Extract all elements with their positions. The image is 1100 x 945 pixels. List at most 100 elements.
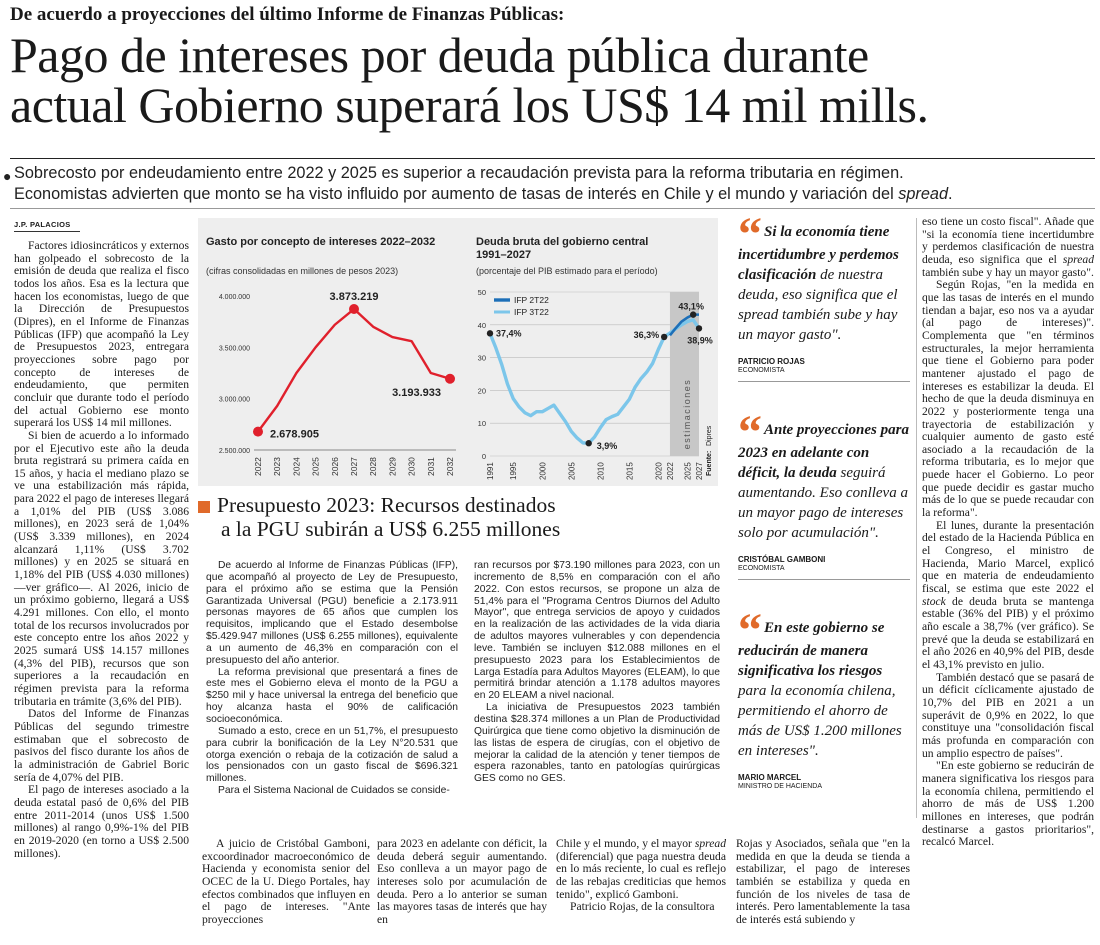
dek: ● Sobrecosto por endeudamiento entre 202… <box>3 163 1096 205</box>
paragraph: Según Rojas, "en la medida en que las ta… <box>922 278 1094 520</box>
sidebar-story-column-2: ran recursos por $73.190 millones para 2… <box>474 560 720 785</box>
data-label: 3.193.933 <box>392 387 441 399</box>
article-column-5: Rojas y Asociados, señala que "en la med… <box>736 837 910 927</box>
y-tick-label: 4.000.000 <box>219 294 250 301</box>
interest-chart: 4.000.000 3.500.000 3.000.000 2.500.0002022… <box>219 291 456 476</box>
article-column-4: Chile y el mundo, y el mayor spread (dif… <box>556 837 727 914</box>
data-point <box>349 304 359 315</box>
data-label: 3.873.219 <box>330 291 379 303</box>
divider <box>14 231 80 232</box>
y-tick-label: 10 <box>478 419 486 428</box>
x-tick-label: 2015 <box>625 462 634 480</box>
source-name: Dipres <box>706 425 713 446</box>
x-tick-label: 1991 <box>486 462 495 480</box>
data-label: 36,3% <box>634 330 660 340</box>
quote-author: MARIO MARCEL <box>738 773 802 782</box>
column-divider <box>916 218 917 818</box>
y-tick-label: 20 <box>478 386 486 395</box>
data-label: 2.678.905 <box>270 429 319 441</box>
legend-label: IFP 2T22 <box>514 295 549 305</box>
y-tick-label: 3.000.000 <box>219 397 250 404</box>
paragraph: Factores idiosincráticos y externos han … <box>14 239 189 430</box>
x-tick-label: 2027 <box>695 462 704 480</box>
x-tick-label: 2025 <box>683 462 692 480</box>
data-point <box>660 333 668 341</box>
x-tick-label: 2023 <box>272 457 282 476</box>
y-tick-label: 50 <box>478 288 486 297</box>
x-tick-label: 2010 <box>596 462 605 480</box>
article-column-2: A juicio de Cristóbal Gamboni, excoordin… <box>202 837 370 927</box>
headline-line-1: Pago de intereses por deuda pública dura… <box>10 27 869 83</box>
paragraph: Chile y el mundo, y el mayor spread (dif… <box>556 837 727 901</box>
sidebar-story-column-1: De acuerdo al Informe de Finanzas Públic… <box>206 560 458 797</box>
divider <box>738 381 910 382</box>
pull-quote-2: “Ante proyecciones para 2023 en adelante… <box>738 409 910 580</box>
source-label: Fuente: <box>706 451 713 476</box>
x-tick-label: 1995 <box>509 462 518 480</box>
dek-line-2: Economistas advierten que monto se ha vi… <box>14 185 953 203</box>
y-tick-label: 0 <box>482 452 486 461</box>
x-tick-label: 2022 <box>253 457 263 476</box>
x-tick-label: 2024 <box>291 457 301 476</box>
quote-author: PATRICIO ROJAS <box>738 357 805 366</box>
quote-author: CRISTÓBAL GAMBONI <box>738 555 826 564</box>
x-tick-label: 2032 <box>445 457 455 476</box>
y-tick-label: 2.500.000 <box>219 448 250 455</box>
square-bullet-icon <box>198 501 210 513</box>
pull-quote-3: “En este gobierno se reducirán de manera… <box>738 604 910 791</box>
article-column-1: Factores idiosincráticos y externos han … <box>14 239 189 860</box>
chart-2-subtitle: (porcentaje del PIB estimado para el per… <box>476 266 658 276</box>
paragraph: Patricio Rojas, de la consultora <box>570 900 715 914</box>
data-label: 3,9% <box>597 441 618 451</box>
x-tick-label: 2022 <box>666 462 675 480</box>
paragraph: También destacó que se pasará de un défi… <box>922 670 1094 760</box>
paragraph: Rojas y Asociados, señala que "en la med… <box>736 837 910 926</box>
quote-role: MINISTRO DE HACIENDA <box>738 783 823 790</box>
data-point <box>253 426 263 437</box>
article-column-3: para 2023 en adelante con déficit, la de… <box>377 837 547 927</box>
pull-quote-1: “Si la economía tiene incertidumbre y pe… <box>738 208 910 382</box>
quote-role: ECONOMISTA <box>738 367 785 374</box>
paragraph: El lunes, durante la presentación del es… <box>922 518 1094 671</box>
headline: Pago de intereses por deuda pública dura… <box>10 30 1095 130</box>
data-label: 37,4% <box>496 328 522 338</box>
data-label: 38,9% <box>687 335 713 345</box>
divider <box>738 579 910 580</box>
series-line <box>257 307 451 433</box>
x-tick-label: 2030 <box>407 457 417 476</box>
data-point <box>689 311 697 318</box>
x-tick-label: 2020 <box>654 462 663 480</box>
byline: J.P. PALACIOS <box>14 220 71 229</box>
quote-text: “Si la economía tiene incertidumbre y pe… <box>738 208 899 344</box>
x-tick-label: 2025 <box>311 457 321 476</box>
charts-svg: 4.000.0003.500.0003.000.0002.500.0002022… <box>219 288 713 480</box>
x-tick-label: 2031 <box>426 457 436 476</box>
data-point <box>585 440 592 447</box>
paragraph: Si bien de acuerdo a lo informado por el… <box>14 428 189 708</box>
data-point <box>486 330 494 337</box>
x-tick-label: 2005 <box>567 462 576 480</box>
x-tick-label: 2027 <box>349 457 359 476</box>
quote-role: ECONOMISTA <box>738 565 785 572</box>
paragraph: "En este gobierno se reducirán de manera… <box>922 759 1094 849</box>
paragraph: Sumado a esto, crece en un 51,7%, el pre… <box>206 725 458 785</box>
paragraph: La iniciativa de Presupuestos 2023 tambi… <box>474 702 720 785</box>
headline-line-2: actual Gobierno superará los US$ 14 mil … <box>10 77 929 133</box>
y-tick-label: 30 <box>478 354 486 363</box>
bullet-icon: ● <box>3 168 12 184</box>
chart-1-title: Gasto por concepto de intereses 2022–203… <box>206 236 436 248</box>
sidebar-story-title: Presupuesto 2023: Recursos destinados a … <box>217 493 561 541</box>
divider <box>10 208 1095 209</box>
band-label: estimaciones <box>682 379 692 450</box>
paragraph: El pago de intereses asociado a la deuda… <box>14 783 189 860</box>
x-tick-label: 2028 <box>368 457 378 476</box>
chart-2-title: Deuda bruta del gobierno central 1991–20… <box>476 236 649 261</box>
article-column-6: eso tiene un costo fiscal". Añade que "s… <box>922 215 1094 849</box>
chart-panel: Gasto por concepto de intereses 2022–203… <box>198 218 718 486</box>
paragraph: Para el Sistema Nacional de Cuidados se … <box>218 785 450 797</box>
data-point <box>695 325 703 332</box>
y-tick-label: 40 <box>478 321 486 330</box>
quote-text: “En este gobierno se reducirán de manera… <box>738 604 902 760</box>
kicker: De acuerdo a proyecciones del último Inf… <box>10 4 565 25</box>
